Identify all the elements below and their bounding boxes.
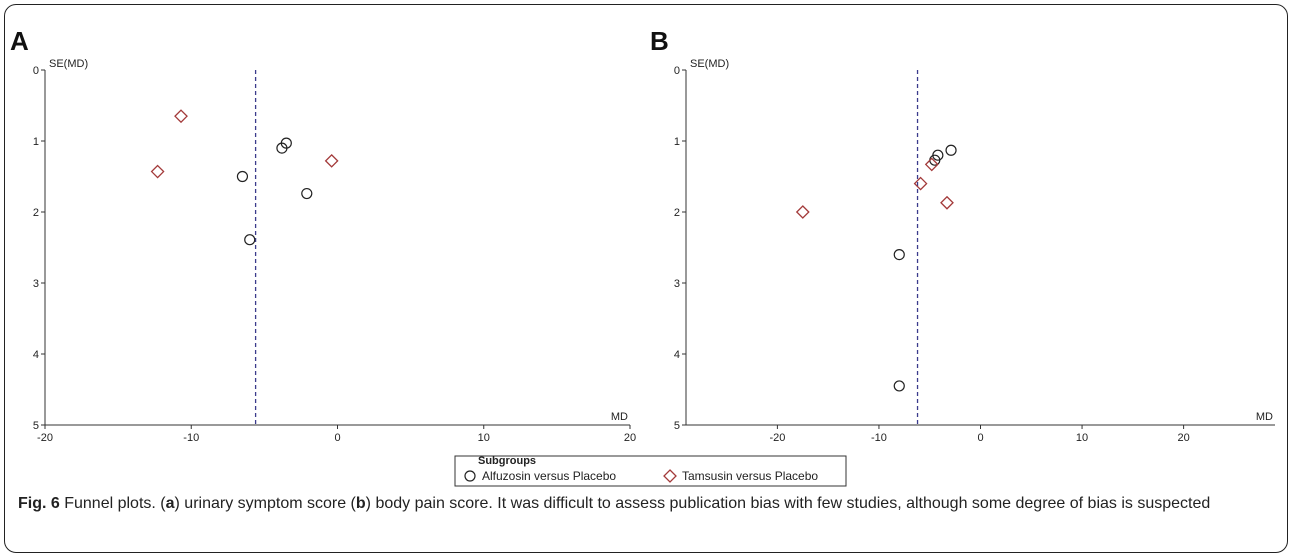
panel-b-point-tamsusin [795, 205, 810, 219]
panel-a-y-tick-label: 5 [33, 420, 39, 432]
panel-b-point-tamsusin [913, 176, 928, 191]
panel-a-x-tick-label: 0 [334, 432, 340, 444]
legend-title: Subgroups [478, 455, 536, 467]
panel-a-x-tick-label: 10 [478, 432, 490, 444]
panel-b-x-tick-label: 10 [1076, 432, 1088, 444]
panel-b-y-tick-label: 3 [674, 278, 680, 290]
panel-b-x-tick-label: -20 [769, 432, 785, 444]
panel-b-x-tick-label: -10 [871, 432, 887, 444]
panel-a-y-axis-title: SE(MD) [49, 58, 88, 70]
legend-items: Alfuzosin versus Placebo Tamsusin versus … [464, 469, 818, 483]
panel-b-y-axis-title: SE(MD) [690, 58, 729, 70]
caption-segment: ) body pain score. It was difficult to a… [365, 495, 1211, 512]
panel-a-point-alfuzosin [236, 170, 249, 183]
panel-b-x-tick-label: 20 [1177, 432, 1189, 444]
panel-b-point-tamsusin [940, 195, 954, 210]
legend: Subgroups Alfuzosin versus Placebo Tamsus… [454, 455, 847, 487]
panel-a-x-tick-label: -20 [37, 432, 53, 444]
panel-a-x-tick-label: 20 [624, 432, 636, 444]
panel-a-x-tick-label: -10 [183, 432, 199, 444]
legend-label: Alfuzosin versus Placebo [482, 469, 616, 483]
legend-marker-alfuzosin [464, 470, 476, 482]
panel-b-y-tick-label: 1 [674, 136, 680, 148]
panel-b-x-axis-title: MD [1256, 411, 1273, 423]
panel-a-point-tamsusin [324, 153, 339, 168]
figure-caption-text: Funnel plots. (a) urinary symptom score … [59, 495, 1211, 512]
caption-segment: Funnel plots. ( [59, 495, 166, 512]
panel-a-y-tick-label: 2 [33, 207, 39, 219]
panel-a-y-tick-label: 1 [33, 136, 39, 148]
legend-marker-tamsusin [663, 469, 677, 483]
panel-a-y-tick-label: 4 [33, 349, 39, 361]
panel-b-point-alfuzosin [945, 144, 957, 156]
panel-b-y-tick-label: 2 [674, 207, 680, 219]
panel-b-point-tamsusin [924, 157, 939, 172]
figure-frame [4, 4, 1288, 553]
caption-segment: ) urinary symptom score ( [174, 495, 356, 512]
panel-a-point-tamsusin [174, 109, 188, 124]
panel-a-label: A [10, 26, 29, 56]
panel-a-point-alfuzosin [301, 187, 313, 200]
legend-label: Tamsusin versus Placebo [682, 469, 818, 483]
panel-b-y-tick-label: 0 [674, 65, 680, 77]
figure-caption: Fig. 6 Funnel plots. (a) urinary symptom… [18, 492, 1278, 516]
panel-b-label: B [650, 26, 669, 56]
panel-b-y-tick-label: 5 [674, 420, 680, 432]
panel-b-point-alfuzosin [893, 380, 905, 392]
panel-a-point-tamsusin [150, 164, 165, 179]
panel-a-y-tick-label: 3 [33, 278, 39, 290]
panel-a-point-alfuzosin [244, 234, 256, 246]
caption-segment: a [165, 495, 175, 512]
panel-b-x-tick-label: 0 [977, 432, 983, 444]
caption-segment: b [355, 495, 366, 512]
panel-b-y-tick-label: 4 [674, 349, 680, 361]
panel-b-point-alfuzosin [893, 249, 905, 261]
panel-a-x-axis-title: MD [611, 411, 628, 423]
legend-box [454, 455, 847, 487]
panel-a-point-alfuzosin [276, 142, 288, 154]
panel-a-y-tick-label: 0 [33, 65, 39, 77]
figure-caption-label: Fig. 6 [18, 495, 60, 512]
